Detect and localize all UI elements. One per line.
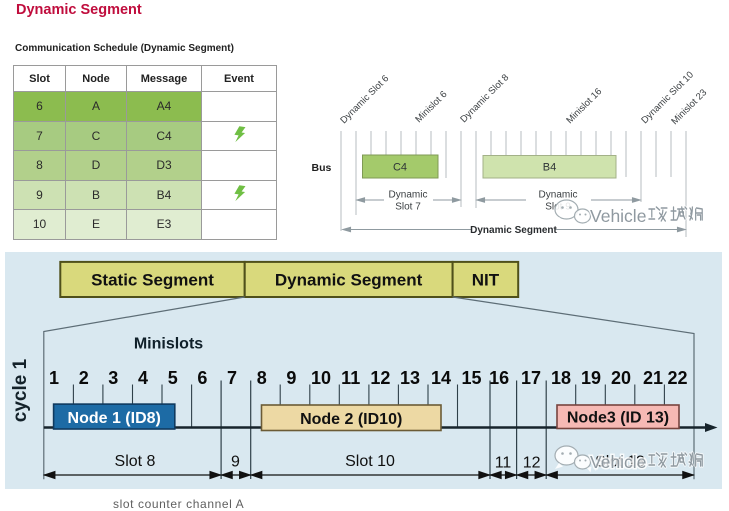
svg-text:6: 6 [197,368,207,388]
svg-text:NIT: NIT [472,270,500,289]
svg-text:Node 1 (ID8): Node 1 (ID8) [68,410,161,427]
svg-text:13: 13 [400,368,420,388]
svg-text:Dynamic Segment: Dynamic Segment [275,270,423,289]
svg-text:17: 17 [521,368,541,388]
svg-text:14: 14 [431,368,451,388]
svg-text:19: 19 [581,368,601,388]
svg-text:15: 15 [461,368,481,388]
svg-text:Vehicle: Vehicle [590,452,646,472]
svg-text:B4: B4 [543,162,556,174]
svg-text:Minislot 16: Minislot 16 [564,86,604,126]
svg-text:Minislot 6: Minislot 6 [413,89,449,125]
svg-text:Static Segment: Static Segment [91,270,214,289]
svg-text:Dynamic Slot 6: Dynamic Slot 6 [338,73,391,126]
svg-text:Minislots: Minislots [134,335,203,352]
svg-text:8: 8 [257,368,267,388]
svg-text:20: 20 [611,368,631,388]
svg-text:Dynamic: Dynamic [389,190,428,201]
svg-text:Dynamic Segment: Dynamic Segment [470,225,557,236]
svg-text:Slot 10: Slot 10 [345,453,395,470]
svg-text:21: 21 [643,368,663,388]
svg-text:Dynamic Slot 10: Dynamic Slot 10 [639,69,696,126]
svg-text:C4: C4 [393,162,407,174]
svg-text:7: 7 [227,368,237,388]
svg-text:Dynamic Slot 8: Dynamic Slot 8 [458,72,511,125]
svg-text:11: 11 [495,454,512,471]
svg-text:3: 3 [108,368,118,388]
svg-text:Vehicle: Vehicle [590,206,646,226]
svg-text:12: 12 [523,454,541,471]
svg-text:Node3 (ID 13): Node3 (ID 13) [567,409,669,426]
svg-text:5: 5 [168,368,178,388]
svg-text:2: 2 [79,368,89,388]
svg-text:9: 9 [231,453,240,470]
svg-text:22: 22 [667,368,687,388]
svg-text:Bus: Bus [312,162,332,174]
svg-text:Node 2 (ID10): Node 2 (ID10) [300,411,402,428]
svg-text:12: 12 [370,368,390,388]
svg-text:4: 4 [138,368,148,388]
svg-text:1: 1 [49,368,59,388]
svg-text:Slot 8: Slot 8 [115,453,156,470]
svg-text:9: 9 [286,368,296,388]
svg-text:18: 18 [551,368,571,388]
svg-text:16: 16 [489,368,509,388]
svg-text:Dynamic: Dynamic [539,190,578,201]
svg-text:11: 11 [341,368,360,388]
svg-text:Slot 7: Slot 7 [395,202,421,213]
svg-text:10: 10 [311,368,331,388]
svg-text:Slot 13: Slot 13 [595,453,645,470]
svg-text:cycle 1: cycle 1 [10,358,31,422]
